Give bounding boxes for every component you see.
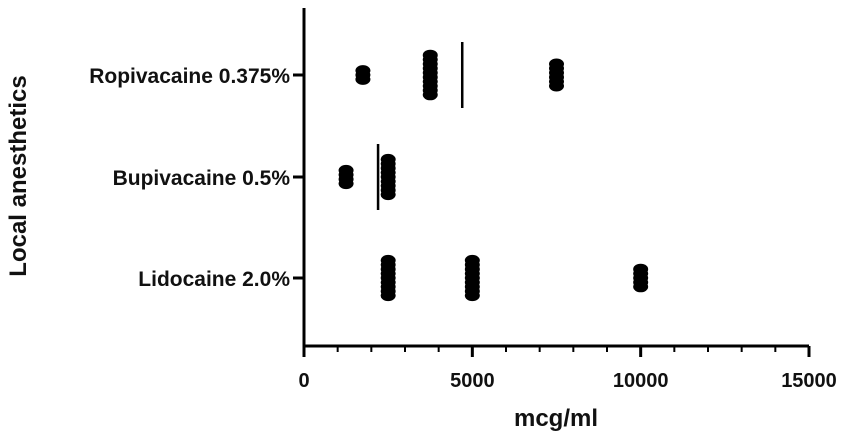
median-lines bbox=[376, 42, 464, 210]
y-axis-title: Local anesthetics bbox=[5, 75, 32, 276]
x-tick-labels: 0 5000 10000 15000 bbox=[298, 370, 836, 392]
data-point bbox=[380, 290, 396, 302]
x-minor-ticks bbox=[336, 346, 777, 352]
y-category-ticks bbox=[293, 73, 304, 280]
x-axis-title: mcg/ml bbox=[514, 405, 598, 432]
data-point bbox=[633, 281, 649, 293]
data-points bbox=[338, 49, 649, 302]
data-point bbox=[549, 80, 564, 92]
x-tick-label: 10000 bbox=[613, 370, 669, 392]
data-point bbox=[338, 178, 354, 190]
y-category-labels: Ropivacaine 0.375% Bupivacaine 0.5% Lidoca… bbox=[89, 65, 290, 291]
x-tick-label: 5000 bbox=[450, 370, 495, 392]
data-point bbox=[380, 189, 396, 201]
x-tick-label: 0 bbox=[298, 370, 309, 392]
category-label-bupivacaine-0-5: Bupivacaine 0.5% bbox=[113, 167, 291, 190]
x-major-ticks bbox=[302, 346, 811, 357]
category-label-lidocaine-2-0: Lidocaine 2.0% bbox=[138, 268, 290, 291]
data-point bbox=[422, 89, 438, 101]
category-label-ropivacaine-0-375: Ropivacaine 0.375% bbox=[89, 65, 290, 88]
data-point bbox=[355, 73, 371, 85]
x-tick-label: 15000 bbox=[781, 370, 837, 392]
data-point bbox=[464, 290, 480, 302]
